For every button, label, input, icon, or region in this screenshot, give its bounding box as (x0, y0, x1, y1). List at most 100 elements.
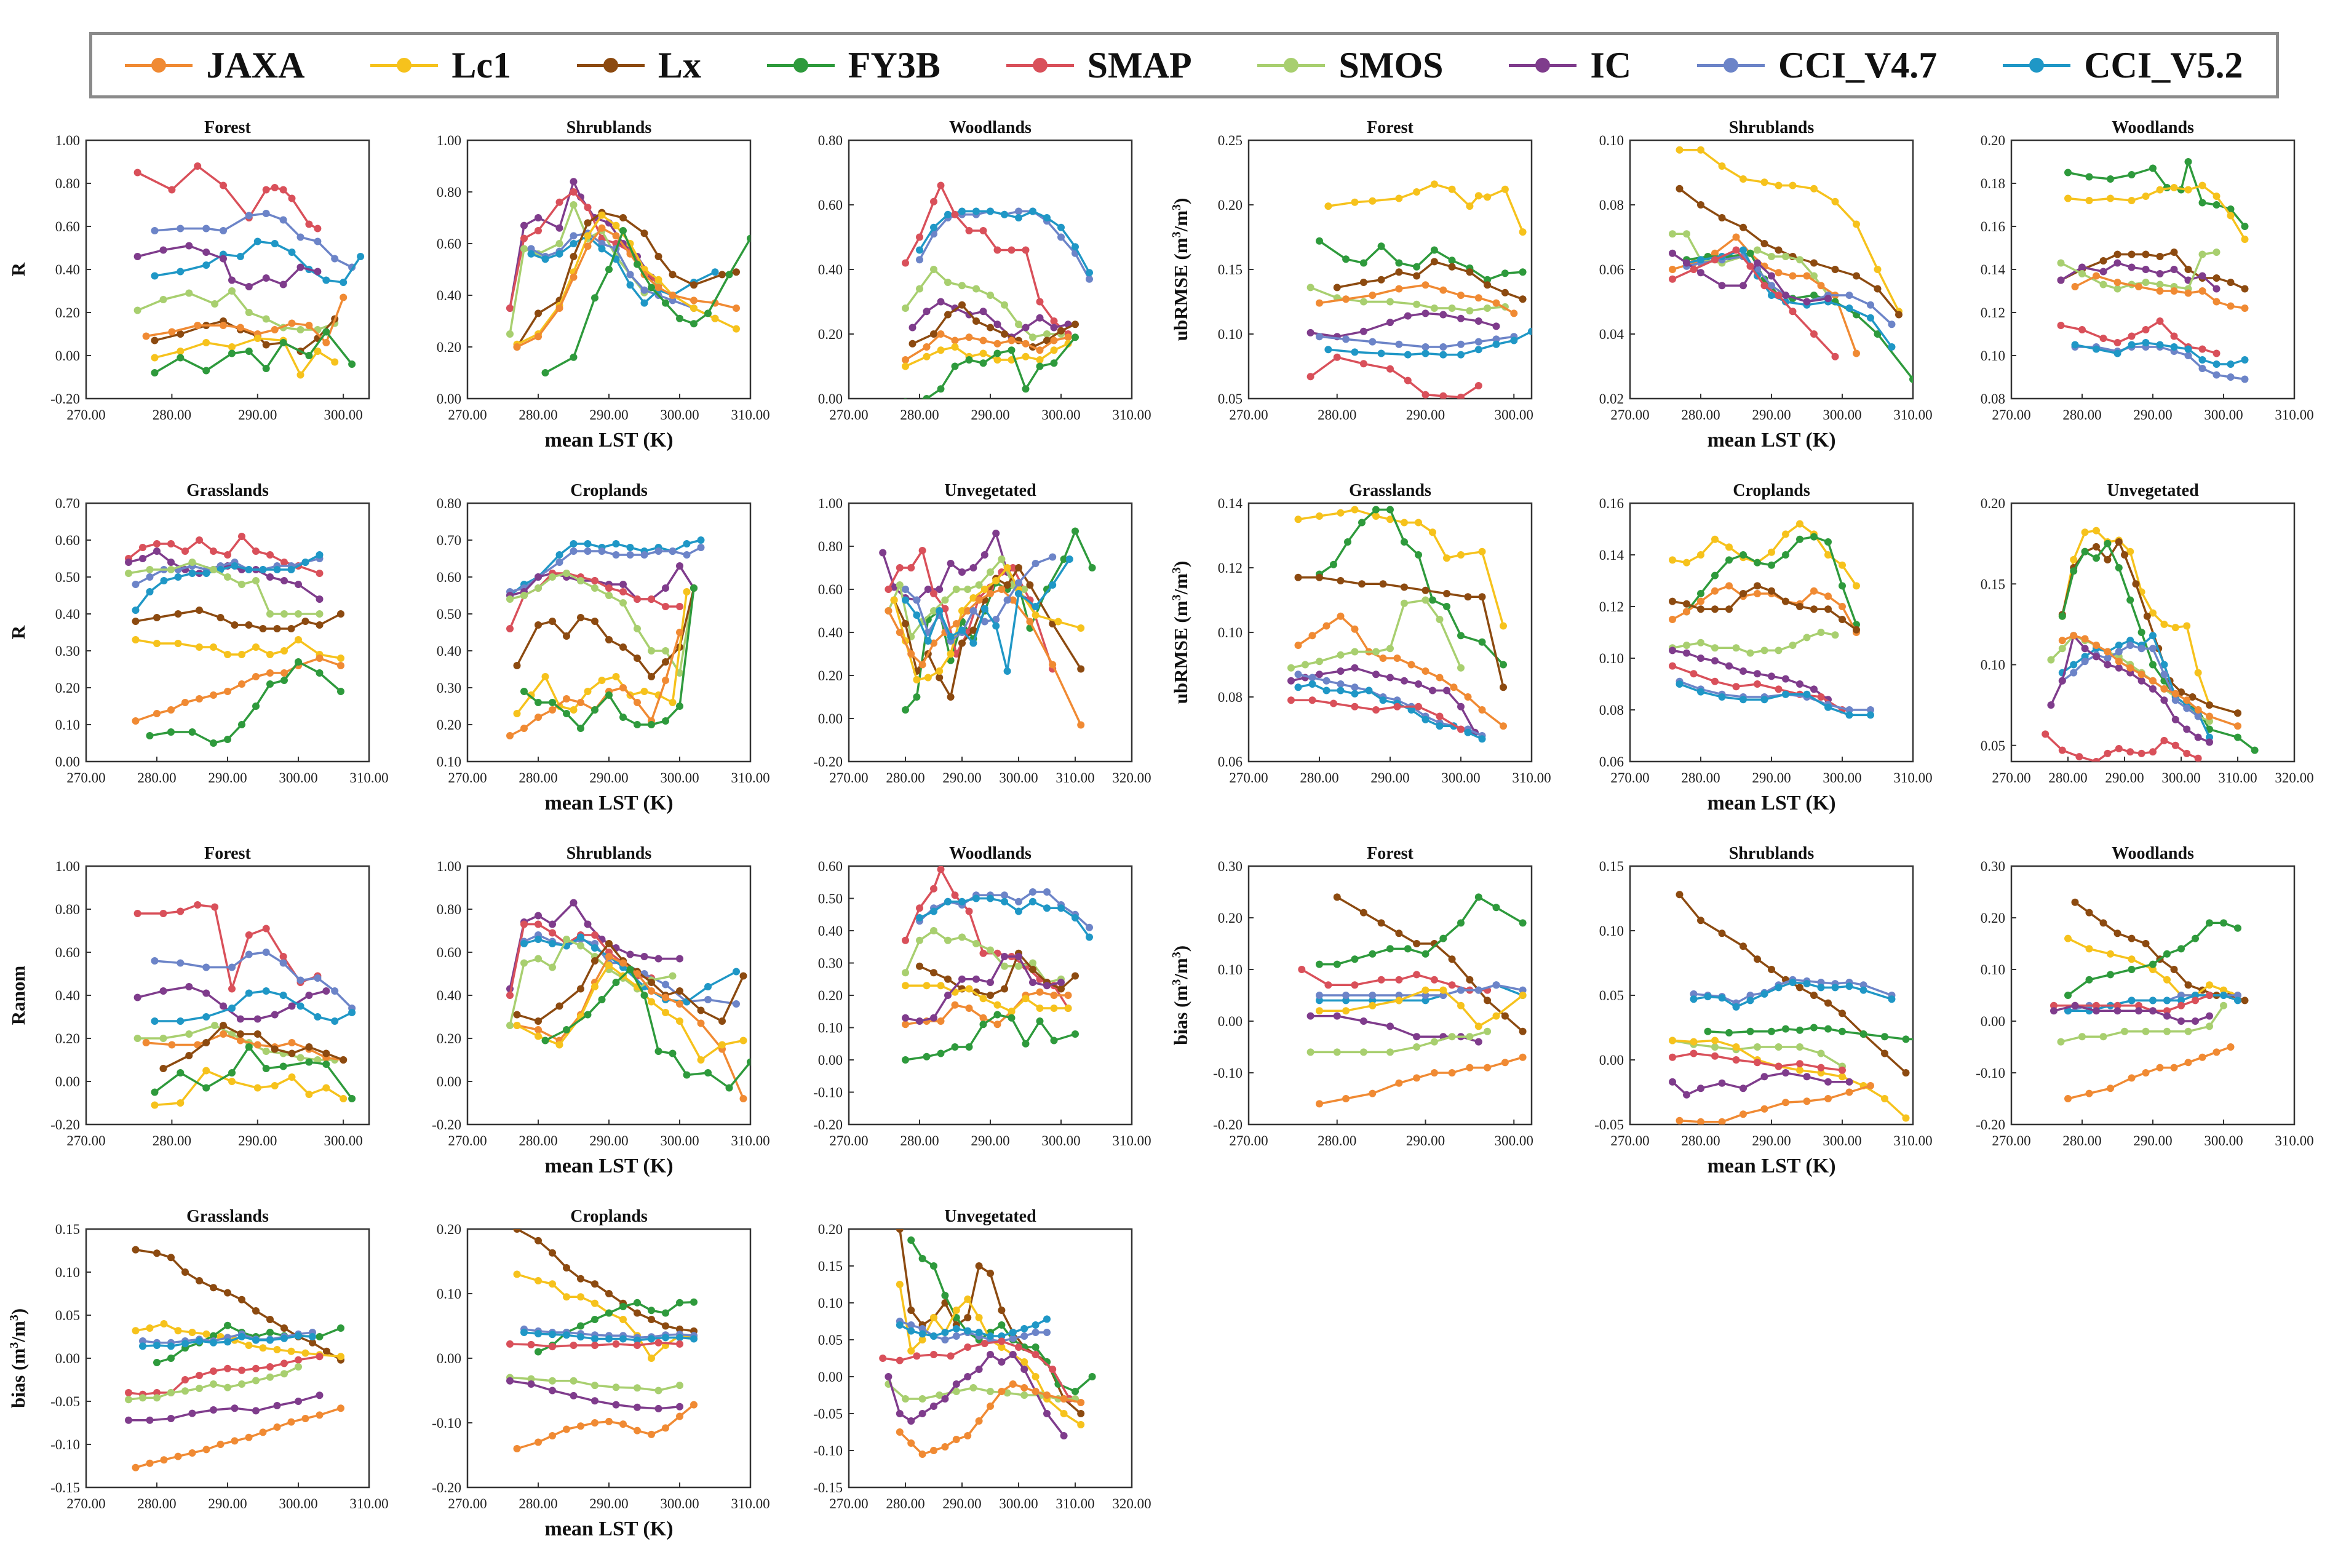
data-point (1008, 336, 1016, 344)
data-point (153, 640, 161, 647)
data-point (305, 992, 313, 999)
data-point (1466, 268, 1474, 276)
data-point (683, 588, 691, 595)
data-point (619, 588, 627, 595)
y-tick-label: 0.30 (55, 643, 80, 659)
data-point (1760, 1073, 1768, 1081)
data-point (937, 330, 945, 338)
data-point (1029, 888, 1036, 896)
data-point (2128, 250, 2136, 258)
series-line-lc1 (1679, 149, 1900, 312)
data-point (683, 1071, 691, 1079)
data-point (913, 1352, 921, 1360)
data-point (1881, 1049, 1888, 1057)
data-point (896, 1281, 904, 1288)
x-tick-label: 280.00 (137, 770, 176, 786)
data-point (2142, 326, 2150, 333)
data-point (535, 1032, 542, 1040)
x-tick-label: 280.00 (137, 1496, 176, 1511)
data-point (295, 1398, 302, 1405)
data-point (683, 551, 691, 559)
data-point (1478, 638, 1486, 646)
data-point (1831, 266, 1839, 273)
data-point (2184, 186, 2192, 194)
data-point (2213, 371, 2221, 379)
data-point (1519, 1027, 1527, 1035)
data-point (619, 214, 627, 221)
data-point (1768, 272, 1775, 280)
data-point (1050, 346, 1058, 354)
data-point (598, 224, 606, 232)
data-point (322, 1061, 330, 1068)
data-point (245, 283, 253, 290)
data-point (2058, 645, 2066, 653)
data-point (676, 702, 683, 710)
data-point (1359, 1048, 1367, 1056)
data-point (1057, 985, 1065, 993)
data-point (1351, 690, 1359, 698)
y-tick-label: 0.50 (818, 891, 843, 907)
subplot-title: Forest (1367, 118, 1414, 137)
data-point (2198, 345, 2206, 353)
data-point (1086, 923, 1093, 931)
data-point (2163, 976, 2171, 984)
subplot-title: Croplands (570, 481, 648, 500)
data-point (210, 566, 217, 573)
data-point (228, 985, 236, 993)
y-tick-label: 0.20 (437, 340, 461, 355)
data-point (697, 1019, 705, 1027)
y-tick-label: 0.60 (55, 219, 80, 234)
data-point (217, 614, 225, 621)
data-point (1789, 308, 1797, 316)
data-point (563, 936, 570, 943)
data-point (964, 586, 972, 593)
data-point (1500, 683, 1507, 691)
data-point (549, 573, 556, 581)
data-point (1718, 282, 1726, 290)
data-point (316, 655, 324, 662)
data-point (1754, 590, 1761, 597)
data-point (1746, 262, 1754, 270)
data-point (676, 955, 683, 963)
data-point (210, 1406, 217, 1414)
data-point (570, 899, 578, 907)
data-point (2183, 622, 2191, 630)
series-layer (879, 1229, 1096, 1458)
data-point (634, 970, 641, 977)
data-point (1740, 175, 1747, 183)
data-point (1669, 662, 1676, 670)
data-point (1369, 1089, 1377, 1097)
y-tick-label: 0.00 (1599, 1053, 1624, 1068)
data-point (979, 308, 987, 316)
data-point (1484, 193, 1492, 201)
data-point (1043, 1410, 1051, 1417)
data-point (972, 285, 980, 293)
data-point (1316, 671, 1323, 679)
data-point (1372, 506, 1380, 514)
data-point (2081, 635, 2089, 643)
data-point (1474, 338, 1482, 346)
data-point (1439, 934, 1447, 942)
data-point (1528, 327, 1532, 335)
data-point (979, 336, 987, 344)
data-point (185, 1052, 193, 1059)
data-point (196, 607, 203, 614)
data-point (228, 963, 236, 971)
data-point (1782, 551, 1789, 559)
data-point (648, 987, 655, 995)
data-point (2206, 981, 2213, 989)
data-point (1430, 976, 1438, 984)
data-point (972, 894, 980, 902)
data-point (1845, 706, 1853, 714)
x-tick-label: 280.00 (1681, 407, 1720, 423)
data-point (1359, 1017, 1367, 1025)
data-point (228, 343, 236, 351)
data-point (340, 279, 348, 286)
data-point (563, 710, 570, 717)
data-point (648, 1307, 655, 1315)
data-point (1036, 988, 1044, 996)
data-point (951, 343, 959, 351)
data-point (2071, 283, 2079, 290)
